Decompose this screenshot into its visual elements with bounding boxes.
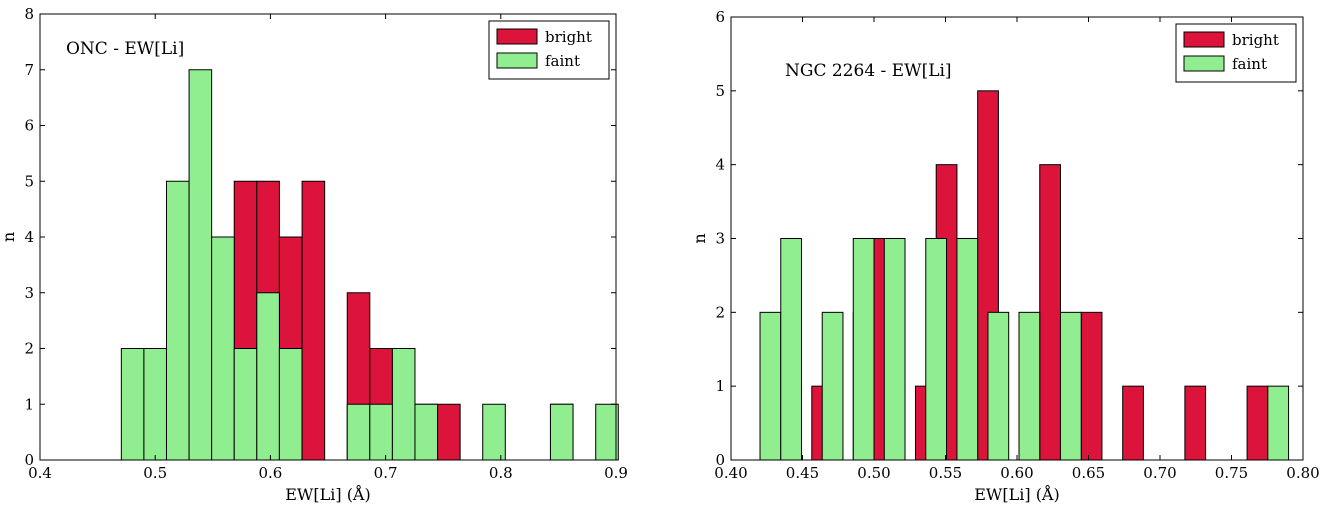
ngc2264-x-tick-label: 0.60 [1000, 464, 1033, 482]
ngc2264-x-tick-label: 0.65 [1072, 464, 1105, 482]
onc-bar-faint [188, 69, 213, 461]
onc-bar-bright [301, 180, 326, 461]
ngc2264-bars [759, 90, 1290, 461]
ngc2264-bar-faint [780, 238, 802, 461]
onc-legend-swatch-faint [496, 52, 538, 69]
onc-y-tick-label: 8 [24, 5, 34, 23]
ngc2264-bar-faint [1059, 311, 1082, 461]
onc-histogram-panel: 0.4 0.5 0.6 0.7 0.8 0.9 0 1 2 3 4 5 6 7 8 EW[Li] (Å) n ON… [0, 5, 628, 504]
ngc2264-x-tick-label: 0.80 [1286, 464, 1319, 482]
ngc2264-bar-faint [956, 238, 979, 461]
onc-y-tick-label: 0 [24, 451, 34, 469]
onc-x-tick-label: 0.5 [143, 464, 167, 482]
ngc2264-bar-faint [852, 238, 875, 461]
ngc2264-x-tick-label: 0.55 [929, 464, 962, 482]
ngc2264-x-tick-label: 0.45 [786, 464, 819, 482]
ngc2264-bar-bright [1080, 311, 1103, 461]
ngc2264-legend-swatch-faint [1183, 55, 1225, 72]
onc-bar-faint [120, 348, 145, 461]
ngc2264-y-axis-label: n [690, 233, 709, 243]
onc-bar-faint [211, 236, 235, 461]
onc-legend: bright faint [488, 20, 610, 80]
onc-x-tick-label: 0.6 [258, 464, 282, 482]
ngc2264-y-tick-label: 2 [715, 303, 725, 321]
onc-y-tick-label: 1 [24, 395, 34, 413]
onc-bar-faint [346, 403, 371, 461]
onc-bar-faint [391, 348, 416, 461]
onc-bar-faint [165, 180, 190, 461]
onc-bar-faint [369, 403, 393, 461]
onc-bar-bright [437, 403, 461, 461]
onc-legend-swatch-bright [496, 28, 538, 45]
onc-bar-faint [278, 348, 303, 461]
ngc2264-bar-faint [759, 311, 782, 461]
onc-legend-label-faint: faint [545, 52, 580, 70]
ngc2264-legend-swatch-bright [1183, 31, 1225, 48]
onc-bars [120, 69, 619, 461]
onc-x-tick-label: 0.8 [489, 464, 513, 482]
ngc2264-annotation: NGC 2264 - EW[Li] [785, 61, 952, 81]
ngc2264-bar-faint [821, 311, 844, 461]
ngc2264-x-tick-label: 0.50 [857, 464, 890, 482]
ngc2264-x-tick-label: 0.40 [714, 464, 747, 482]
onc-annotation: ONC - EW[Li] [66, 39, 184, 59]
onc-bar-faint [256, 292, 280, 461]
ngc2264-histogram-panel: 0.40 0.45 0.50 0.55 0.60 0.65 0.70 0.75 0.80 0 1 2 3… [690, 8, 1320, 504]
ngc2264-bar-faint [987, 311, 1010, 461]
onc-bar-faint [549, 403, 574, 461]
onc-bar-faint [482, 403, 506, 461]
ngc2264-y-tick-label: 3 [715, 230, 725, 248]
ngc2264-bar-bright [1122, 385, 1144, 461]
ngc2264-bar-faint [1018, 311, 1041, 461]
ngc2264-y-tick-label: 1 [715, 377, 725, 395]
onc-y-tick-label: 7 [24, 61, 34, 79]
ngc2264-x-tick-label: 0.70 [1143, 464, 1176, 482]
ngc2264-legend-label-faint: faint [1232, 55, 1267, 73]
onc-y-tick-label: 3 [24, 284, 34, 302]
ngc2264-y-tick-label: 5 [715, 82, 725, 100]
ngc2264-x-axis-label: EW[Li] (Å) [974, 484, 1059, 504]
onc-legend-label-bright: bright [545, 28, 592, 46]
ngc2264-legend: bright faint [1175, 23, 1297, 83]
ngc2264-bar-bright [1184, 385, 1207, 461]
onc-bar-faint [143, 348, 167, 461]
ngc2264-bar-faint [883, 238, 906, 461]
onc-y-axis-label: n [0, 232, 18, 242]
onc-bar-faint [233, 348, 258, 461]
onc-y-tick-label: 6 [24, 117, 34, 135]
onc-x-tick-label: 0.9 [604, 464, 628, 482]
ngc2264-y-tick-label: 0 [715, 451, 725, 469]
onc-bar-faint [414, 403, 439, 461]
onc-x-axis-label: EW[Li] (Å) [285, 484, 370, 504]
onc-y-tick-label: 2 [24, 340, 34, 358]
ngc2264-bar-faint [925, 238, 948, 461]
ngc2264-bar-bright [1246, 385, 1269, 461]
ngc2264-bar-faint [1267, 385, 1290, 461]
onc-y-tick-label: 5 [24, 172, 34, 190]
ngc2264-y-tick-label: 6 [715, 8, 725, 26]
onc-bar-faint [595, 403, 619, 461]
onc-y-tick-label: 4 [24, 228, 34, 246]
onc-x-tick-label: 0.7 [374, 464, 398, 482]
ngc2264-legend-label-bright: bright [1232, 31, 1279, 49]
ngc2264-x-tick-label: 0.75 [1215, 464, 1248, 482]
ngc2264-bar-bright [1039, 164, 1061, 461]
onc-x-tick-label: 0.4 [28, 464, 52, 482]
ngc2264-y-tick-label: 4 [715, 156, 725, 174]
